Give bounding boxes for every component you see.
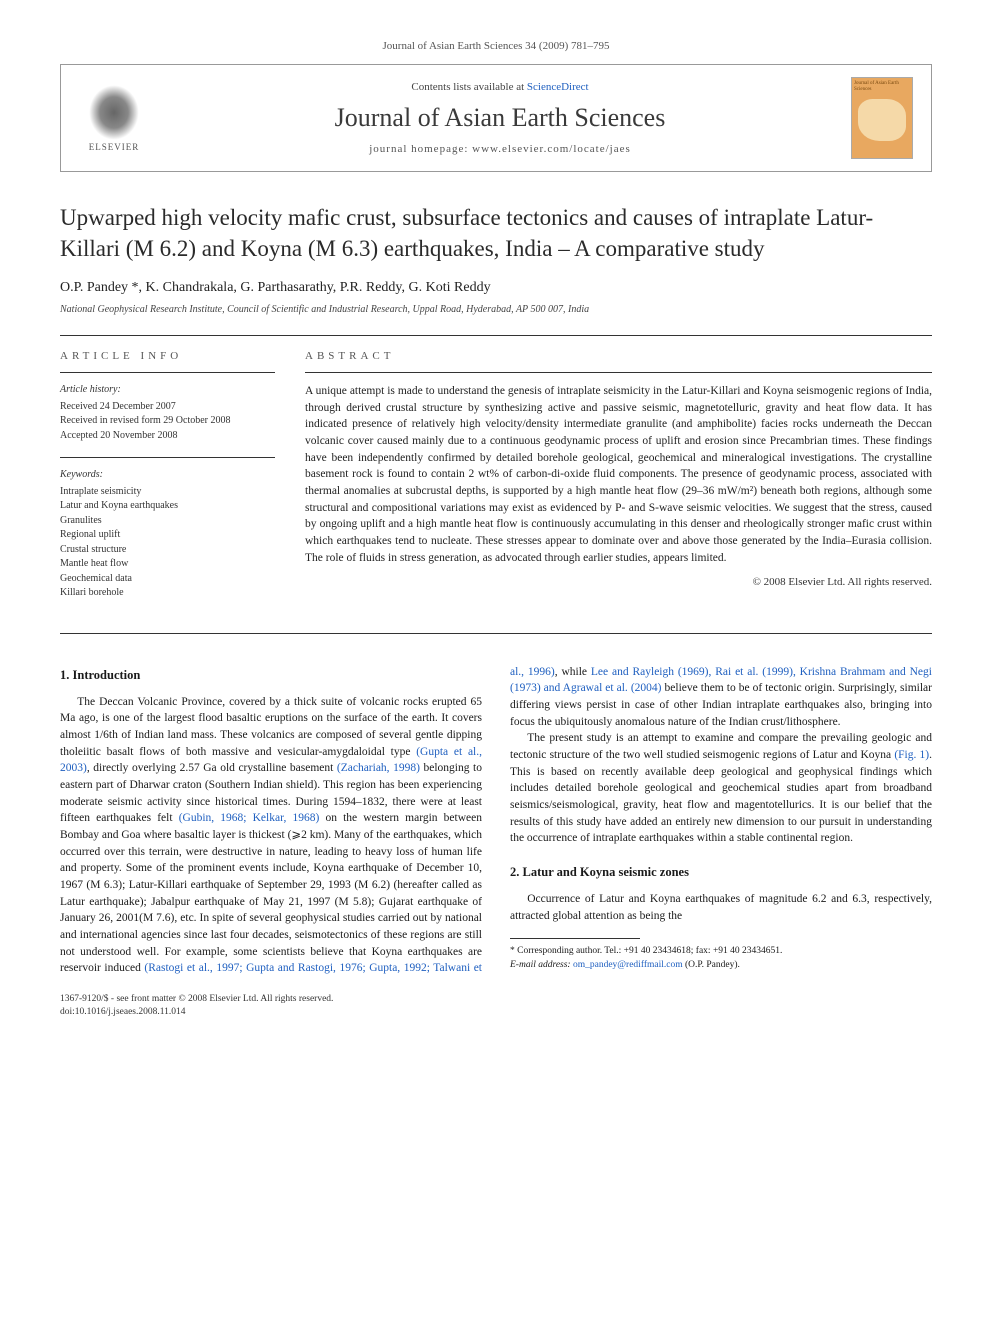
journal-name: Journal of Asian Earth Sciences bbox=[167, 103, 833, 133]
article-info-heading: ARTICLE INFO bbox=[60, 350, 275, 362]
header-center: Contents lists available at ScienceDirec… bbox=[167, 81, 833, 155]
keyword: Mantle heat flow bbox=[60, 557, 275, 572]
abstract-column: ABSTRACT A unique attempt is made to und… bbox=[305, 350, 932, 615]
article-info-column: ARTICLE INFO Article history: Received 2… bbox=[60, 350, 275, 615]
body-text: . This is based on recently available de… bbox=[510, 749, 932, 844]
article-title: Upwarped high velocity mafic crust, subs… bbox=[60, 202, 932, 264]
contents-prefix: Contents lists available at bbox=[411, 81, 526, 93]
page-footer: 1367-9120/$ - see front matter © 2008 El… bbox=[60, 993, 932, 1020]
email-suffix: (O.P. Pandey). bbox=[683, 960, 740, 970]
email-label: E-mail address: bbox=[510, 960, 573, 970]
body-paragraph: The present study is an attempt to exami… bbox=[510, 730, 932, 847]
citation-link[interactable]: (Zachariah, 1998) bbox=[337, 762, 420, 774]
abstract-text: A unique attempt is made to understand t… bbox=[305, 383, 932, 566]
email-footnote: E-mail address: om_pandey@rediffmail.com… bbox=[510, 959, 932, 972]
meta-abstract-row: ARTICLE INFO Article history: Received 2… bbox=[60, 335, 932, 634]
body-paragraph: Occurrence of Latur and Koyna earthquake… bbox=[510, 891, 932, 924]
affiliation: National Geophysical Research Institute,… bbox=[60, 304, 932, 315]
keyword: Killari borehole bbox=[60, 586, 275, 601]
keywords-label: Keywords: bbox=[60, 468, 275, 483]
journal-reference: Journal of Asian Earth Sciences 34 (2009… bbox=[60, 40, 932, 52]
divider bbox=[60, 457, 275, 458]
footer-left: 1367-9120/$ - see front matter © 2008 El… bbox=[60, 993, 333, 1020]
article-body: 1. Introduction The Deccan Volcanic Prov… bbox=[60, 664, 932, 978]
homepage-prefix: journal homepage: bbox=[369, 143, 472, 155]
footnote-separator bbox=[510, 938, 640, 939]
section-heading-2: 2. Latur and Koyna seismic zones bbox=[510, 863, 932, 881]
keyword: Intraplate seismicity bbox=[60, 485, 275, 500]
keyword: Regional uplift bbox=[60, 528, 275, 543]
body-text: on the western margin between Bombay and… bbox=[60, 812, 482, 974]
journal-cover-thumbnail: Journal of Asian Earth Sciences bbox=[851, 77, 913, 159]
author-list: O.P. Pandey *, K. Chandrakala, G. Partha… bbox=[60, 280, 932, 296]
elsevier-name: ELSEVIER bbox=[89, 142, 140, 152]
doi-line: doi:10.1016/j.jseaes.2008.11.014 bbox=[60, 1006, 333, 1019]
contents-available-line: Contents lists available at ScienceDirec… bbox=[167, 81, 833, 93]
issn-line: 1367-9120/$ - see front matter © 2008 El… bbox=[60, 993, 333, 1006]
revised-date: Received in revised form 29 October 2008 bbox=[60, 414, 275, 429]
corresponding-author-footnote: * Corresponding author. Tel.: +91 40 234… bbox=[510, 945, 932, 958]
keyword: Geochemical data bbox=[60, 572, 275, 587]
article-history-block: Article history: Received 24 December 20… bbox=[60, 383, 275, 443]
keywords-block: Keywords: Intraplate seismicity Latur an… bbox=[60, 468, 275, 601]
body-text: The present study is an attempt to exami… bbox=[510, 732, 932, 761]
sciencedirect-link[interactable]: ScienceDirect bbox=[527, 81, 589, 93]
elsevier-logo: ELSEVIER bbox=[79, 78, 149, 158]
body-text: , while bbox=[555, 666, 591, 678]
keyword: Granulites bbox=[60, 514, 275, 529]
divider bbox=[305, 372, 932, 373]
keyword: Latur and Koyna earthquakes bbox=[60, 499, 275, 514]
journal-homepage-line: journal homepage: www.elsevier.com/locat… bbox=[167, 143, 833, 155]
keywords-list: Intraplate seismicity Latur and Koyna ea… bbox=[60, 485, 275, 601]
email-link[interactable]: om_pandey@rediffmail.com bbox=[573, 960, 683, 970]
cover-thumb-map-icon bbox=[858, 99, 906, 141]
section-heading-1: 1. Introduction bbox=[60, 666, 482, 684]
abstract-heading: ABSTRACT bbox=[305, 350, 932, 362]
accepted-date: Accepted 20 November 2008 bbox=[60, 429, 275, 444]
cover-thumb-title: Journal of Asian Earth Sciences bbox=[852, 78, 912, 95]
citation-link[interactable]: (Gubin, 1968; Kelkar, 1968) bbox=[179, 812, 320, 824]
keyword: Crustal structure bbox=[60, 543, 275, 558]
figure-link[interactable]: (Fig. 1) bbox=[894, 749, 929, 761]
body-text: , directly overlying 2.57 Ga old crystal… bbox=[87, 762, 337, 774]
abstract-copyright: © 2008 Elsevier Ltd. All rights reserved… bbox=[305, 576, 932, 588]
homepage-url: www.elsevier.com/locate/jaes bbox=[472, 143, 631, 155]
history-label: Article history: bbox=[60, 383, 275, 398]
divider bbox=[60, 372, 275, 373]
journal-header: ELSEVIER Contents lists available at Sci… bbox=[60, 64, 932, 172]
received-date: Received 24 December 2007 bbox=[60, 400, 275, 415]
elsevier-tree-icon bbox=[89, 85, 139, 140]
